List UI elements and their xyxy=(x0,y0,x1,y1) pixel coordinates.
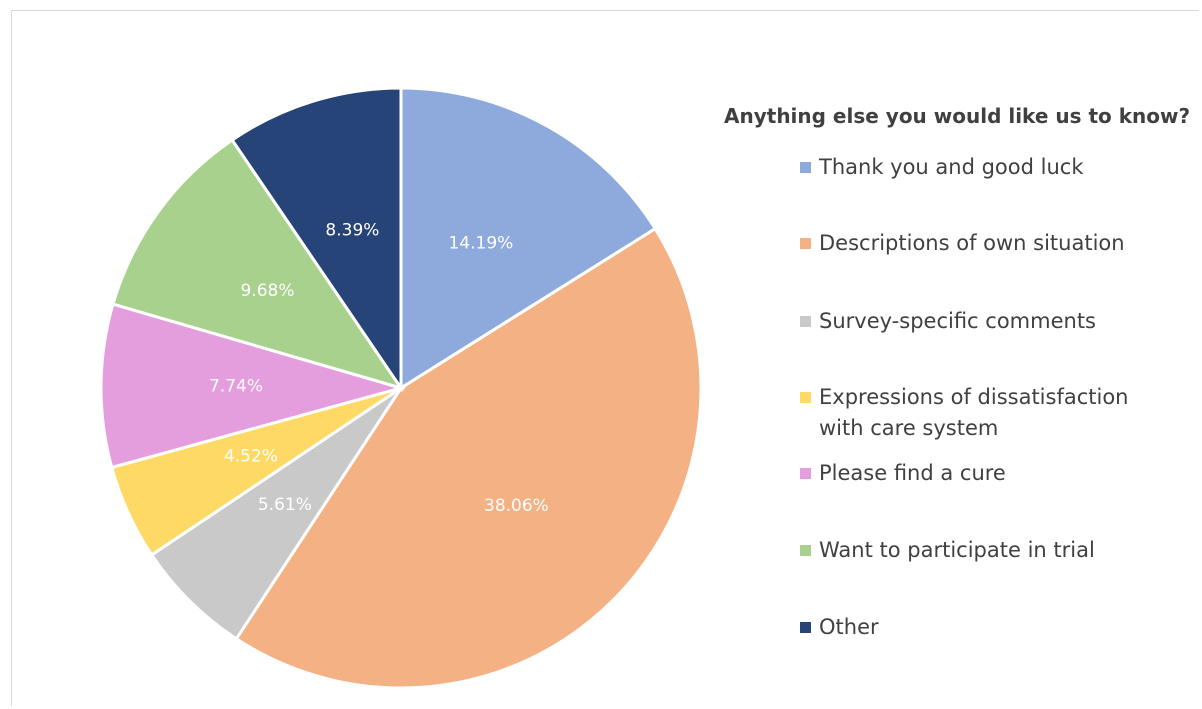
legend-swatch xyxy=(800,392,811,403)
data-label-3: 4.52% xyxy=(224,447,278,467)
legend-title: Anything else you would like us to know? xyxy=(724,104,1191,128)
data-label-1: 38.06% xyxy=(484,496,549,516)
legend-swatch xyxy=(800,238,811,249)
legend-item-other: Other xyxy=(800,612,1140,643)
legend-label: Thank you and good luck xyxy=(819,155,1084,179)
legend-item-survey-comments: Survey-specific comments xyxy=(800,306,1140,337)
legend-label: Expressions of dissatisfaction with care… xyxy=(819,385,1129,440)
chart-frame xyxy=(11,10,1199,706)
legend-swatch xyxy=(800,468,811,479)
pie-slice-6 xyxy=(230,86,403,393)
legend-item-participate-trial: Want to participate in trial xyxy=(800,535,1140,566)
legend-swatch xyxy=(800,162,811,173)
legend-label: Survey-specific comments xyxy=(819,309,1096,333)
legend-swatch xyxy=(800,316,811,327)
data-label-6: 8.39% xyxy=(325,220,379,240)
legend-label: Please find a cure xyxy=(819,461,1006,485)
legend-item-descriptions: Descriptions of own situation xyxy=(800,228,1140,259)
data-label-4: 7.74% xyxy=(209,377,263,397)
pie-slice-5 xyxy=(111,137,405,391)
data-label-5: 9.68% xyxy=(240,281,294,301)
pie-slice-2 xyxy=(149,386,403,641)
legend-item-find-cure: Please find a cure xyxy=(800,458,1140,489)
data-label-2: 5.61% xyxy=(258,495,312,515)
pie-slice-1 xyxy=(234,226,703,690)
legend-label: Descriptions of own situation xyxy=(819,231,1125,255)
data-label-0: 14.19% xyxy=(448,234,513,254)
legend-item-dissatisfaction: Expressions of dissatisfaction with care… xyxy=(800,382,1140,444)
legend-item-thank-you: Thank you and good luck xyxy=(800,152,1140,183)
legend-swatch xyxy=(800,622,811,633)
pie-slice-0 xyxy=(399,86,658,391)
legend: Anything else you would like us to know?… xyxy=(724,104,1194,639)
pie-slice-4 xyxy=(99,302,407,470)
legend-label: Want to participate in trial xyxy=(819,538,1095,562)
legend-label: Other xyxy=(819,615,879,639)
legend-swatch xyxy=(800,545,811,556)
